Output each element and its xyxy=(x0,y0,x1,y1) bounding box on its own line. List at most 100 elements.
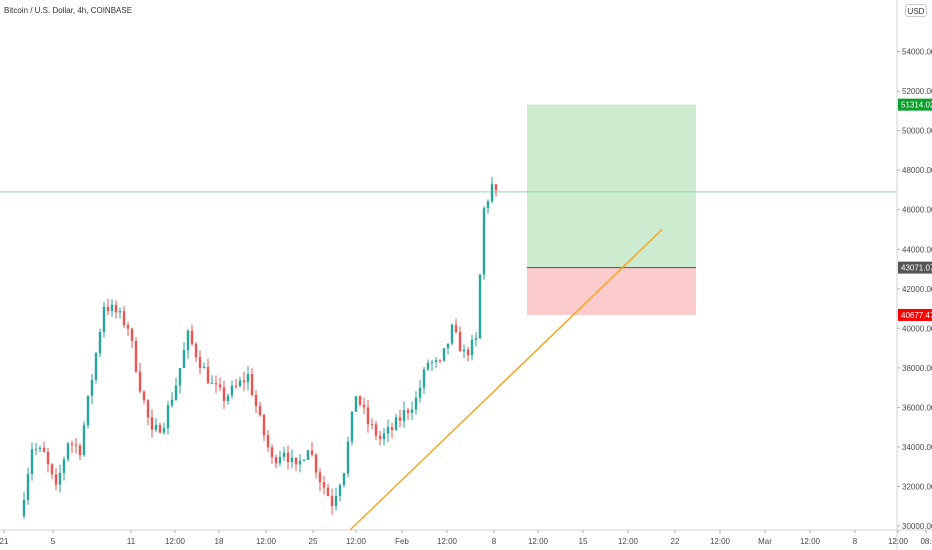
candle-body xyxy=(314,454,318,473)
candle-body xyxy=(450,324,454,344)
profit-zone[interactable] xyxy=(527,104,696,268)
candle-body xyxy=(22,500,26,517)
x-tick-label: 12:00 xyxy=(256,537,277,546)
candle-body xyxy=(106,306,110,311)
price-tag-label: 40677.47 xyxy=(901,311,932,320)
candle-body xyxy=(282,452,286,458)
candle-body xyxy=(86,395,90,426)
candle-body xyxy=(406,410,410,413)
candle-body xyxy=(242,380,246,383)
candle-body xyxy=(26,474,30,501)
candle-body xyxy=(346,441,350,474)
x-tick-label: 8 xyxy=(853,537,858,546)
candle-body xyxy=(90,379,94,396)
candle-body xyxy=(266,435,270,448)
trendline-segment[interactable] xyxy=(349,228,663,531)
candle-body xyxy=(174,385,178,400)
x-tick-label: 12:00 xyxy=(346,537,367,546)
candle-body xyxy=(46,451,50,465)
candle-body xyxy=(362,404,366,408)
candle-body xyxy=(270,447,274,458)
x-tick-label: 8 xyxy=(492,537,497,546)
candle-body xyxy=(214,383,218,385)
candle-body xyxy=(138,371,142,392)
candle-body xyxy=(342,473,346,486)
candle-body xyxy=(438,360,442,362)
candle-body xyxy=(486,201,490,209)
loss-zone[interactable] xyxy=(527,267,696,315)
candle-body xyxy=(302,459,306,461)
candle-body xyxy=(418,387,422,398)
candle-body xyxy=(330,495,334,507)
candle-body xyxy=(354,396,358,412)
candle-body xyxy=(154,424,158,430)
x-tick-label: 12:00 xyxy=(800,537,821,546)
candle-body xyxy=(42,447,46,452)
y-tick-label: 46000.00 xyxy=(902,206,932,215)
candle-body xyxy=(358,396,362,405)
y-tick-label: 52000.00 xyxy=(902,87,932,96)
y-tick-label: 36000.00 xyxy=(902,403,932,412)
trendline[interactable] xyxy=(349,228,663,531)
y-tick-label: 50000.00 xyxy=(902,127,932,136)
candle-body xyxy=(210,383,214,385)
candle-body xyxy=(98,331,102,354)
candle-body xyxy=(494,184,498,191)
y-tick-label: 48000.00 xyxy=(902,166,932,175)
candle-body xyxy=(162,428,166,433)
candle-body xyxy=(294,457,298,465)
currency-button[interactable]: USD xyxy=(905,4,927,17)
candle-body xyxy=(186,330,190,351)
x-tick-label: 25 xyxy=(309,537,318,546)
x-tick-label: 22 xyxy=(671,537,680,546)
price-tag xyxy=(898,261,932,274)
candle-body xyxy=(274,457,278,464)
candle-body xyxy=(390,427,394,431)
candle-body xyxy=(110,304,114,311)
candle-body xyxy=(178,368,182,386)
candle-body xyxy=(474,338,478,340)
candle-body xyxy=(230,385,234,396)
candle-body xyxy=(414,397,418,410)
candle-body xyxy=(318,472,322,483)
candle-body xyxy=(370,424,374,426)
y-tick-label: 32000.00 xyxy=(902,483,932,492)
candle-body xyxy=(374,424,378,436)
candle-body xyxy=(462,349,466,352)
y-tick-label: 44000.00 xyxy=(902,245,932,254)
candle-body xyxy=(206,366,210,384)
x-tick-label: 12:00 xyxy=(618,537,639,546)
y-tick-label: 42000.00 xyxy=(902,285,932,294)
x-tick-label: 21 xyxy=(0,537,9,546)
candle-body xyxy=(350,411,354,442)
candle-body xyxy=(142,391,146,401)
y-tick-label: 38000.00 xyxy=(902,364,932,373)
candle-body xyxy=(226,395,230,402)
candle-body xyxy=(402,410,406,421)
price-tag xyxy=(898,98,932,111)
candle-body xyxy=(38,447,42,450)
candle-body xyxy=(122,311,126,326)
candle-body xyxy=(470,339,474,356)
candle-body xyxy=(194,343,198,358)
candle-body xyxy=(310,450,314,455)
candle-body xyxy=(82,425,86,456)
candle-body xyxy=(278,457,282,464)
candle-body xyxy=(382,433,386,440)
candle-body xyxy=(102,306,106,332)
candle-body xyxy=(446,343,450,349)
candle-body xyxy=(66,443,70,460)
candle-body xyxy=(62,459,66,473)
candle-body xyxy=(442,348,446,361)
candle-body xyxy=(146,400,150,418)
candle-body xyxy=(114,304,118,313)
position-tool[interactable] xyxy=(527,104,696,315)
candle-body xyxy=(394,417,398,431)
candle-body xyxy=(222,387,226,402)
candle-body xyxy=(250,373,254,396)
candle-body xyxy=(454,324,458,333)
candle-body xyxy=(258,406,262,416)
price-tags: 51314.02 43071.07 40677.47 xyxy=(898,98,932,321)
